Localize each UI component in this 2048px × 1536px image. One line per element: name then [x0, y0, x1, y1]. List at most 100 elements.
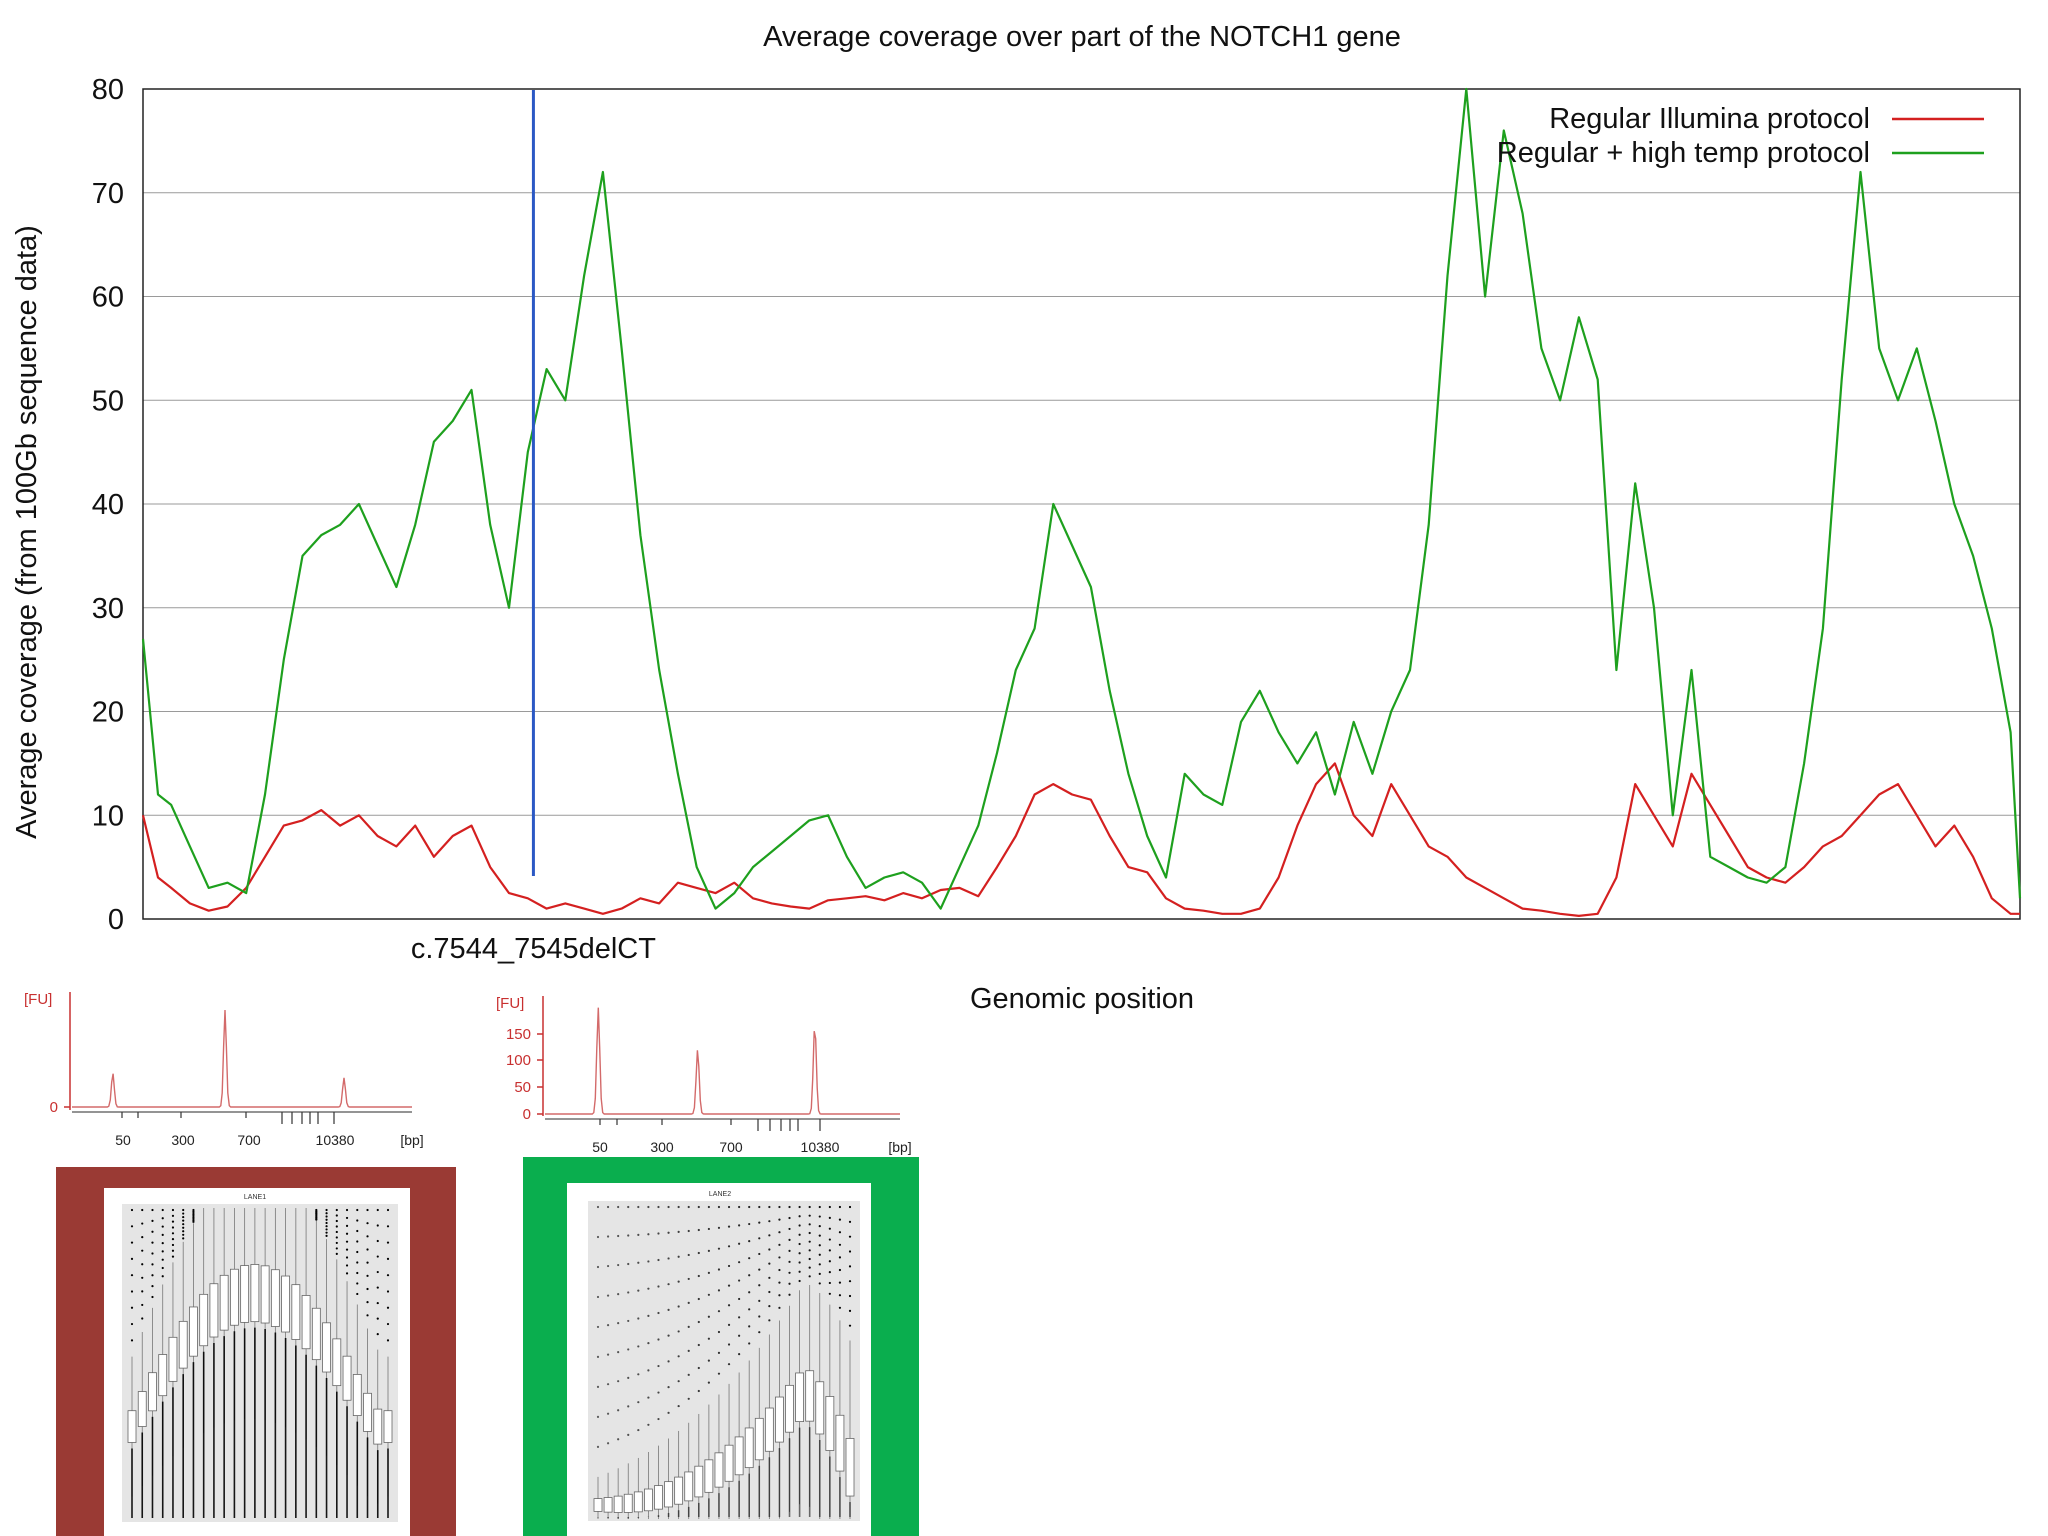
y-tick-label: 60: [92, 282, 124, 314]
gc-outlier: [738, 1297, 741, 1301]
gc-outlier: [151, 1252, 154, 1255]
gc-outlier: [647, 1233, 650, 1236]
gc-outlier: [738, 1242, 741, 1245]
gc-outlier: [707, 1293, 710, 1296]
gc-outlier: [366, 1208, 369, 1212]
gc-box: [229, 1268, 239, 1326]
gc-outlier: [727, 1284, 731, 1287]
gc-box: [352, 1374, 362, 1416]
gc-outlier: [808, 1223, 811, 1226]
gc-outlier: [848, 1309, 852, 1312]
gc-outlier: [707, 1337, 710, 1340]
gc-outlier: [798, 1205, 801, 1209]
gc-outlier: [617, 1263, 620, 1267]
gc-outlier: [677, 1255, 680, 1258]
gc-outlier: [717, 1330, 721, 1334]
gc-box: [270, 1269, 280, 1327]
gc-outlier: [171, 1249, 175, 1252]
mini2-y-tick-label-2: 50: [514, 1079, 531, 1096]
gc-outlier: [667, 1411, 670, 1414]
gc-outlier: [838, 1243, 842, 1246]
gc-box: [593, 1498, 603, 1512]
gc-outlier: [667, 1334, 670, 1337]
gc-box: [704, 1459, 714, 1493]
y-tick-label: 50: [92, 385, 124, 417]
gc-outlier: [366, 1287, 369, 1291]
gc-outlier: [818, 1272, 821, 1275]
gc-outlier: [161, 1250, 164, 1253]
gc-outlier: [687, 1229, 690, 1233]
gc-outlier: [386, 1290, 390, 1293]
gc-outlier: [617, 1234, 620, 1238]
gc-outlier: [141, 1222, 144, 1225]
gc-outlier: [345, 1224, 349, 1227]
gc-outlier: [778, 1306, 781, 1309]
gc-outlier: [356, 1229, 359, 1233]
gc-box: [383, 1410, 393, 1443]
gc-outlier: [727, 1304, 731, 1307]
gc-outlier: [141, 1317, 144, 1320]
gc-outlier: [617, 1351, 620, 1354]
mini2-x-tick-label-3: 10380: [801, 1139, 840, 1155]
gc-outlier: [647, 1314, 650, 1318]
gc-outlier: [325, 1215, 328, 1218]
gc-outlier: [727, 1264, 731, 1268]
gc-outlier: [386, 1339, 390, 1342]
gc-outlier: [778, 1281, 781, 1284]
gc-outlier: [141, 1303, 144, 1307]
gc-outlier: [356, 1250, 359, 1254]
gc-box: [815, 1381, 825, 1435]
gc-box: [250, 1264, 260, 1323]
gc-outlier: [717, 1205, 721, 1209]
gc-outlier: [828, 1205, 831, 1209]
gc-box: [785, 1384, 794, 1433]
gc-outlier: [376, 1333, 379, 1336]
gc-box: [623, 1493, 633, 1513]
gc-outlier: [798, 1252, 801, 1255]
gc-outlier: [677, 1280, 680, 1283]
gc-outlier: [647, 1287, 650, 1290]
gc-outlier: [325, 1221, 328, 1225]
gc-outlier: [617, 1322, 620, 1325]
gc-outlier: [838, 1218, 842, 1221]
gc-outlier: [596, 1415, 600, 1418]
gc-outlier: [366, 1235, 369, 1238]
gc-outlier: [848, 1250, 852, 1253]
gc-outlier: [376, 1286, 379, 1289]
gc-outlier: [151, 1285, 154, 1288]
gc-outlier: [386, 1274, 390, 1277]
gc1-plot-bg: [122, 1204, 398, 1522]
gc-outlier: [828, 1227, 831, 1230]
gc-outlier: [697, 1343, 700, 1347]
gc-outlier: [838, 1294, 842, 1297]
gc-outlier: [325, 1234, 328, 1238]
mini2-x-unit: [bp]: [888, 1139, 911, 1155]
gc-outlier: [345, 1264, 349, 1267]
gc-box: [127, 1410, 137, 1443]
mini2-y-tick-label-3: 0: [523, 1106, 531, 1123]
gc-outlier: [647, 1205, 650, 1209]
gc-outlier: [838, 1205, 842, 1209]
gc-outlier: [808, 1214, 811, 1217]
gc-box: [332, 1338, 342, 1387]
gc-outlier: [758, 1252, 761, 1256]
grid-lines: [143, 88, 2020, 920]
gc-outlier: [778, 1205, 781, 1209]
gc-outlier: [818, 1215, 821, 1218]
gc-outlier: [171, 1208, 175, 1212]
gc-outlier: [677, 1380, 680, 1383]
gc-outlier: [182, 1226, 185, 1229]
gc-box: [158, 1354, 168, 1397]
gc-box: [148, 1372, 157, 1412]
gc-box: [764, 1407, 774, 1452]
gc-outlier: [707, 1205, 710, 1209]
gc-outlier: [356, 1261, 359, 1264]
gc-outlier: [335, 1214, 338, 1217]
gc-outlier: [788, 1260, 791, 1263]
mini-electropherogram-2: [FU] 150 100 50 0 50 300 700 10380 [bp]: [496, 995, 912, 1155]
mini2-y-unit: [FU]: [496, 995, 524, 1012]
gc-outlier: [151, 1263, 154, 1266]
gc-outlier: [848, 1235, 852, 1238]
gc-outlier: [171, 1255, 175, 1258]
